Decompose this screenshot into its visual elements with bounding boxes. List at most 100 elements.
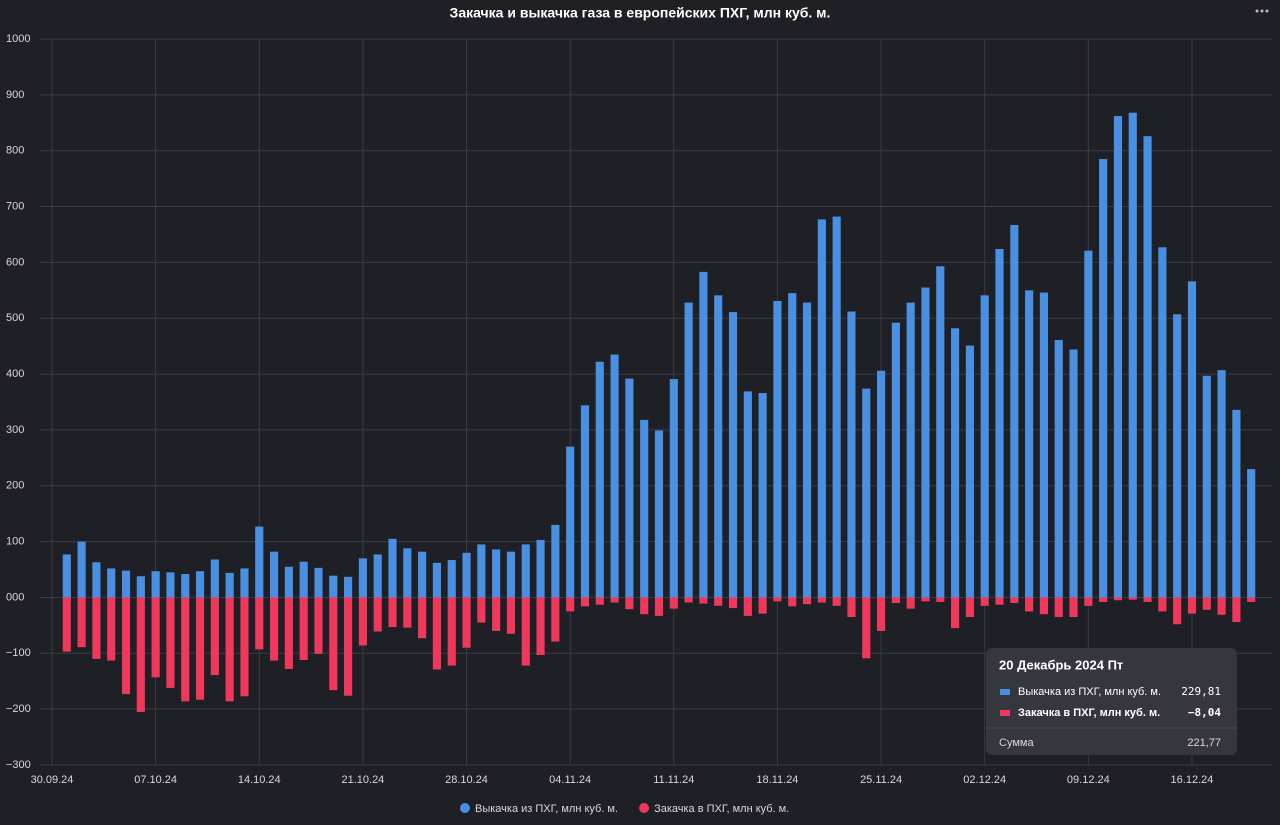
- bar: [225, 572, 234, 598]
- bar: [151, 597, 160, 678]
- y-tick-label: 700: [6, 200, 24, 212]
- bar: [506, 551, 516, 598]
- bar: [995, 248, 1004, 598]
- legend-marker: [460, 803, 470, 813]
- bar: [477, 544, 486, 598]
- bar: [166, 597, 175, 688]
- bar: [492, 597, 501, 631]
- bar: [1025, 597, 1034, 612]
- bar: [1039, 597, 1048, 615]
- tooltip-swatch: [1000, 689, 1010, 695]
- y-tick-label: 600: [6, 256, 24, 268]
- bar: [684, 302, 693, 598]
- bar: [536, 597, 545, 655]
- bar: [255, 597, 264, 650]
- y-tick-label: 1000: [6, 33, 30, 45]
- y-tick-label: −100: [6, 647, 31, 659]
- bar: [1039, 292, 1048, 598]
- bar: [995, 597, 1004, 605]
- bar: [358, 597, 367, 646]
- bar: [699, 271, 708, 598]
- bar: [107, 597, 116, 661]
- bar: [877, 597, 886, 631]
- bar: [1025, 290, 1034, 598]
- bar: [418, 597, 427, 639]
- bar: [1084, 597, 1093, 606]
- bar: [951, 328, 960, 598]
- bar: [107, 568, 116, 598]
- bar: [432, 597, 441, 670]
- bar: [329, 597, 338, 691]
- bar: [788, 597, 797, 607]
- bar: [788, 293, 797, 598]
- bar: [817, 597, 826, 603]
- bar: [344, 576, 353, 598]
- bar: [640, 597, 649, 615]
- bar: [580, 405, 590, 598]
- bar: [240, 597, 249, 697]
- x-tick-label: 04.11.24: [549, 774, 591, 786]
- tooltip: 20 Декабрь 2024 Пт Выкачка из ПХГ, млн ку…: [986, 648, 1237, 755]
- bar: [136, 597, 145, 712]
- bar: [758, 393, 767, 598]
- bar: [743, 391, 752, 598]
- bar: [802, 302, 812, 598]
- bar: [240, 568, 249, 598]
- bar: [329, 575, 338, 598]
- bar: [906, 302, 915, 598]
- bar: [1173, 597, 1182, 625]
- bar: [1202, 375, 1211, 598]
- bar: [299, 597, 308, 661]
- bar: [1173, 314, 1182, 598]
- bar: [610, 597, 619, 603]
- bar: [373, 554, 382, 598]
- tooltip-value: −8,04: [1188, 706, 1221, 719]
- bar: [640, 419, 649, 598]
- bar: [936, 597, 945, 602]
- bar: [1202, 597, 1211, 610]
- bar: [758, 597, 767, 614]
- bar: [580, 597, 590, 607]
- bar: [418, 551, 427, 598]
- bar: [477, 597, 486, 623]
- bar: [832, 216, 841, 598]
- bar: [625, 378, 634, 598]
- bar: [802, 597, 812, 605]
- bar: [566, 446, 575, 598]
- bar: [1099, 597, 1108, 602]
- bar: [195, 571, 205, 598]
- bar: [521, 544, 530, 598]
- bar: [1217, 370, 1226, 598]
- y-tick-label: 200: [6, 480, 24, 492]
- bar: [447, 560, 456, 598]
- bar: [891, 597, 900, 604]
- bar: [1054, 340, 1063, 598]
- bar: [270, 597, 279, 661]
- bar: [1010, 224, 1019, 598]
- legend-label: Выкачка из ПХГ, млн куб. м.: [475, 803, 618, 815]
- bar: [62, 554, 71, 598]
- bar: [1232, 597, 1241, 623]
- bar: [728, 597, 738, 609]
- y-tick-label: 900: [6, 89, 24, 101]
- bar: [299, 561, 308, 598]
- bar: [521, 597, 530, 666]
- bar: [625, 597, 634, 610]
- bar: [921, 597, 930, 602]
- bar: [62, 597, 71, 652]
- bar: [862, 388, 871, 598]
- bar: [284, 566, 293, 598]
- x-tick-label: 11.11.24: [653, 774, 694, 786]
- bar: [817, 219, 826, 598]
- bar: [403, 597, 412, 628]
- x-tick-label: 09.12.24: [1067, 774, 1110, 786]
- menu-button[interactable]: [1255, 9, 1269, 13]
- bar: [610, 354, 619, 598]
- bar: [699, 597, 708, 604]
- y-tick-label: 400: [6, 368, 24, 380]
- bar: [195, 597, 205, 700]
- bar: [314, 567, 323, 598]
- bar: [492, 549, 501, 598]
- bar: [388, 538, 397, 598]
- bar: [980, 295, 989, 598]
